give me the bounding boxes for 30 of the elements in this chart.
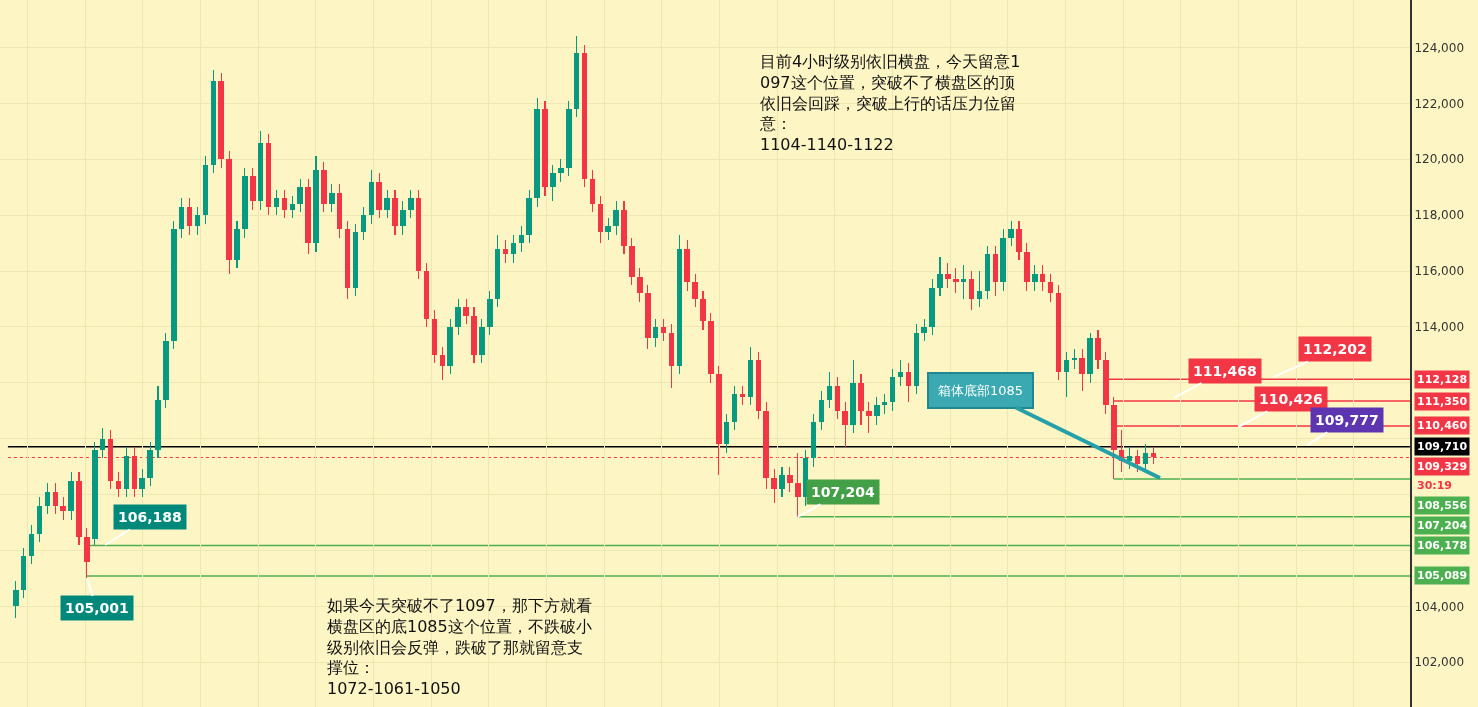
- ref-line-label: 108,556: [1417, 499, 1468, 512]
- ref-line-label: 107,204: [1417, 519, 1468, 532]
- candlestick: [937, 257, 943, 297]
- ref-line-label: 111,350: [1417, 395, 1468, 408]
- y-tick-label: 118,000: [1414, 208, 1465, 223]
- candlestick: [779, 466, 785, 498]
- annotation: 111,468: [1193, 363, 1257, 379]
- annotation: 112,202: [1303, 341, 1367, 357]
- ref-line-label: 109,329: [1417, 460, 1468, 473]
- annotation: 110,426: [1259, 391, 1323, 407]
- y-tick-label: 120,000: [1414, 152, 1465, 167]
- annotation: 107,204: [811, 484, 876, 500]
- annotation: 106,188: [118, 509, 182, 525]
- y-tick-label: 114,000: [1414, 320, 1465, 335]
- y-tick-label: 124,000: [1414, 40, 1465, 55]
- ref-line-label: 110,460: [1417, 419, 1468, 432]
- y-tick-label: 116,000: [1414, 264, 1465, 279]
- ref-line-label: 105,089: [1417, 569, 1468, 582]
- annotation: 109,777: [1315, 412, 1379, 428]
- y-tick-label: 104,000: [1414, 599, 1465, 614]
- annotation: 如果今天突破不了1097，那下方就看横盘区的底1085这个位置，不跌破小级别依旧会反弹，跌破了那就留意支撑位： 1072-1061-1050: [327, 596, 592, 699]
- ref-line-label: 112,128: [1417, 373, 1468, 386]
- text: 30:19: [1417, 479, 1453, 492]
- annotation: 105,001: [65, 600, 129, 616]
- ref-line-label: 106,178: [1417, 539, 1468, 552]
- ref-line-label: 109,710: [1417, 440, 1468, 453]
- y-tick-label: 122,000: [1414, 96, 1465, 111]
- y-tick-label: 102,000: [1414, 655, 1465, 670]
- annotation: 目前4小时级别依旧横盘，今天留意1097这个位置，突破不了横盘区的顶依旧会回踩，突破上行的话压力位留意： 1104-1140-1122: [759, 52, 1021, 155]
- annotation: 箱体底部1085: [938, 383, 1024, 398]
